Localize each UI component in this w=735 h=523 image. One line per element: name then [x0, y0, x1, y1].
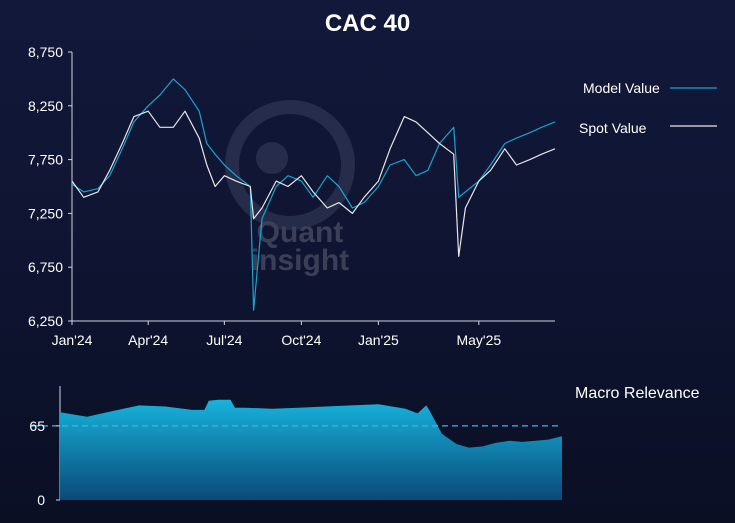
y-tick-label: 6,750 — [28, 259, 63, 275]
watermark-dot — [256, 142, 288, 174]
y-tick-label: 7,250 — [28, 205, 63, 221]
macro-relevance-area — [60, 399, 562, 500]
legend-spot-label: Spot Value — [579, 120, 647, 136]
legend-model-label: Model Value — [583, 80, 660, 96]
x-tick-label: Jan'25 — [358, 332, 399, 348]
y-tick-label: 7,750 — [28, 152, 63, 168]
spot-value-line — [71, 110, 556, 257]
watermark-line2: insight — [251, 244, 349, 277]
relevance-tick-label: 65 — [29, 418, 45, 434]
y-tick-label: 6,250 — [28, 313, 63, 329]
watermark-line1: Quant — [257, 216, 344, 249]
relevance-axis-ticks: 0 65 — [29, 418, 60, 508]
x-tick-label: Apr'24 — [128, 332, 168, 348]
model-value-line — [71, 78, 556, 311]
watermark: Quant insight — [225, 100, 355, 277]
watermark-ring — [225, 100, 355, 230]
x-tick-label: Oct'24 — [281, 332, 321, 348]
y-tick-label: 8,750 — [28, 44, 63, 60]
x-tick-label: Jul'24 — [206, 332, 242, 348]
x-tick-label: Jan'24 — [52, 332, 93, 348]
relevance-label: Macro Relevance — [575, 385, 700, 402]
top-series-lines — [71, 78, 556, 311]
relevance-tick-label: 0 — [37, 492, 45, 508]
top-axis-ticks: 6,250 6,750 7,250 7,750 8,250 8,750 Jan'24 Apr'… — [28, 44, 501, 348]
chart-title: CAC 40 — [324, 10, 411, 37]
relevance-area-group — [32, 399, 562, 500]
x-tick-label: May'25 — [456, 332, 501, 348]
y-tick-label: 8,250 — [28, 98, 63, 114]
